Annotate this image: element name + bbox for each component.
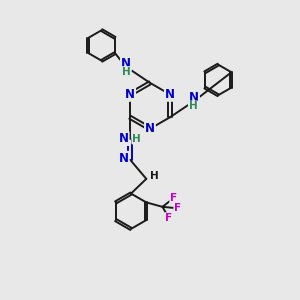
Text: H: H [132, 134, 141, 143]
Text: N: N [125, 88, 135, 101]
Text: F: F [170, 193, 177, 203]
Text: N: N [145, 122, 155, 135]
Text: N: N [121, 57, 131, 70]
Text: F: F [174, 203, 182, 213]
Text: H: H [122, 67, 131, 77]
Text: N: N [189, 91, 199, 104]
Text: N: N [165, 88, 175, 101]
Text: N: N [118, 152, 129, 165]
Text: H: H [189, 101, 197, 111]
Text: H: H [150, 171, 159, 181]
Text: F: F [165, 213, 172, 223]
Text: N: N [118, 132, 129, 145]
